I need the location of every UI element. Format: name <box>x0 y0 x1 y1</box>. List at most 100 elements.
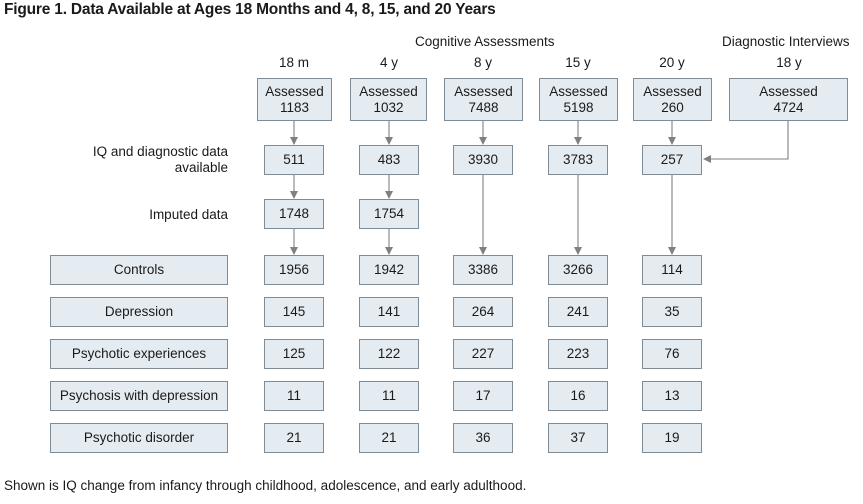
assessed-label: Assessed <box>359 83 418 99</box>
group-count-value: 264 <box>471 304 495 319</box>
iq-box-15y: 3783 <box>548 145 608 175</box>
group-count-value: 13 <box>664 388 680 403</box>
controls-box-8y: 3386 <box>453 255 513 285</box>
controls-box-4y: 1942 <box>359 255 419 285</box>
group-count-value: 125 <box>282 346 306 361</box>
group-count-value: 35 <box>664 304 680 319</box>
age-header-18m: 18 m <box>278 55 309 70</box>
group-count-value: 122 <box>377 346 401 361</box>
depression-box-20y: 35 <box>642 297 702 327</box>
group-count-value: 1942 <box>373 262 405 277</box>
assessed-box-8y: Assessed 7488 <box>444 78 523 121</box>
iq-value: 483 <box>377 152 401 167</box>
iq-value: 3930 <box>467 152 499 167</box>
iq-value: 3783 <box>562 152 594 167</box>
age-header-20y: 20 y <box>659 55 685 70</box>
psychosis-with-depression-box-15y: 16 <box>548 381 608 411</box>
assessed-box-4y: Assessed 1032 <box>350 78 427 121</box>
controls-box-18m: 1956 <box>264 255 324 285</box>
group-count-value: 241 <box>566 304 590 319</box>
diagnostic-interviews-header: Diagnostic Interviews <box>722 34 850 49</box>
psychotic-experiences-box-15y: 223 <box>548 339 608 369</box>
psychotic-disorder-box-15y: 37 <box>548 423 608 453</box>
group-count-value: 223 <box>566 346 590 361</box>
group-count-value: 11 <box>286 388 301 403</box>
group-label-text: Psychosis with depression <box>59 388 219 403</box>
group-label-psychotic-experiences: Psychotic experiences <box>50 339 228 369</box>
row-label-iq-available: IQ and diagnostic data available <box>60 144 228 176</box>
psychotic-experiences-box-4y: 122 <box>359 339 419 369</box>
iq-value: 257 <box>660 152 684 167</box>
age-header-8y: 8 y <box>473 55 492 70</box>
group-count-value: 11 <box>381 388 396 403</box>
age-header-15y: 15 y <box>565 55 591 70</box>
iq-box-18m: 511 <box>264 145 324 175</box>
iq-value: 511 <box>283 152 305 167</box>
assessed-label: Assessed <box>454 83 513 99</box>
group-label-text: Psychotic disorder <box>83 430 195 445</box>
group-count-value: 37 <box>570 430 586 445</box>
assessed-value: 5198 <box>563 99 594 115</box>
assessed-label: Assessed <box>265 83 324 99</box>
assessed-label: Assessed <box>549 83 608 99</box>
controls-box-20y: 114 <box>642 255 702 285</box>
psychotic-experiences-box-18m: 125 <box>264 339 324 369</box>
depression-box-15y: 241 <box>548 297 608 327</box>
iq-box-20y: 257 <box>642 145 702 175</box>
group-label-text: Controls <box>113 262 165 277</box>
imputed-value: 1754 <box>373 206 405 221</box>
depression-box-18m: 145 <box>264 297 324 327</box>
age-header-18y-diagnostic: 18 y <box>776 55 802 70</box>
group-label-psychosis-with-depression: Psychosis with depression <box>50 381 228 411</box>
group-label-text: Psychotic experiences <box>71 346 207 361</box>
depression-box-4y: 141 <box>359 297 419 327</box>
iq-box-8y: 3930 <box>453 145 513 175</box>
group-count-value: 17 <box>475 388 491 403</box>
psychotic-disorder-box-20y: 19 <box>642 423 702 453</box>
row-label-iq-line2: available <box>174 160 228 175</box>
assessed-label: Assessed <box>643 83 702 99</box>
controls-box-15y: 3266 <box>548 255 608 285</box>
cognitive-assessments-header: Cognitive Assessments <box>415 34 555 49</box>
assessed-value: 4724 <box>773 99 804 115</box>
group-count-value: 141 <box>377 304 401 319</box>
group-count-value: 36 <box>475 430 491 445</box>
psychotic-experiences-box-8y: 227 <box>453 339 513 369</box>
psychosis-with-depression-box-4y: 11 <box>359 381 419 411</box>
iq-box-4y: 483 <box>359 145 419 175</box>
group-count-value: 19 <box>664 430 680 445</box>
imputed-box-18m: 1748 <box>264 199 324 229</box>
figure-title: Figure 1. Data Available at Ages 18 Mont… <box>4 1 496 18</box>
imputed-value: 1748 <box>278 206 310 221</box>
group-label-controls: Controls <box>50 255 228 285</box>
group-count-value: 114 <box>661 262 683 277</box>
row-label-iq-line1: IQ and diagnostic data <box>92 144 228 159</box>
psychotic-experiences-box-20y: 76 <box>642 339 702 369</box>
assessed-value: 1032 <box>373 99 404 115</box>
group-count-value: 1956 <box>278 262 310 277</box>
psychosis-with-depression-box-8y: 17 <box>453 381 513 411</box>
group-count-value: 16 <box>570 388 586 403</box>
figure-caption: Shown is IQ change from infancy through … <box>4 478 527 493</box>
group-label-depression: Depression <box>50 297 228 327</box>
group-count-value: 76 <box>664 346 680 361</box>
group-count-value: 227 <box>471 346 495 361</box>
psychosis-with-depression-box-20y: 13 <box>642 381 702 411</box>
psychotic-disorder-box-8y: 36 <box>453 423 513 453</box>
group-label-text: Depression <box>104 304 174 319</box>
psychotic-disorder-box-4y: 21 <box>359 423 419 453</box>
group-count-value: 21 <box>286 430 302 445</box>
assessed-value: 7488 <box>468 99 499 115</box>
group-count-value: 3266 <box>562 262 594 277</box>
assessed-label: Assessed <box>759 83 818 99</box>
assessed-box-18m: Assessed 1183 <box>257 78 332 121</box>
imputed-box-4y: 1754 <box>359 199 419 229</box>
assessed-value: 1183 <box>279 99 310 115</box>
group-label-psychotic-disorder: Psychotic disorder <box>50 423 228 453</box>
group-count-value: 145 <box>282 304 306 319</box>
assessed-value: 260 <box>661 99 684 115</box>
assessed-box-18y-diagnostic: Assessed 4724 <box>729 78 848 121</box>
arrow-diagnostic-to-20y-iq <box>703 121 789 163</box>
depression-box-8y: 264 <box>453 297 513 327</box>
